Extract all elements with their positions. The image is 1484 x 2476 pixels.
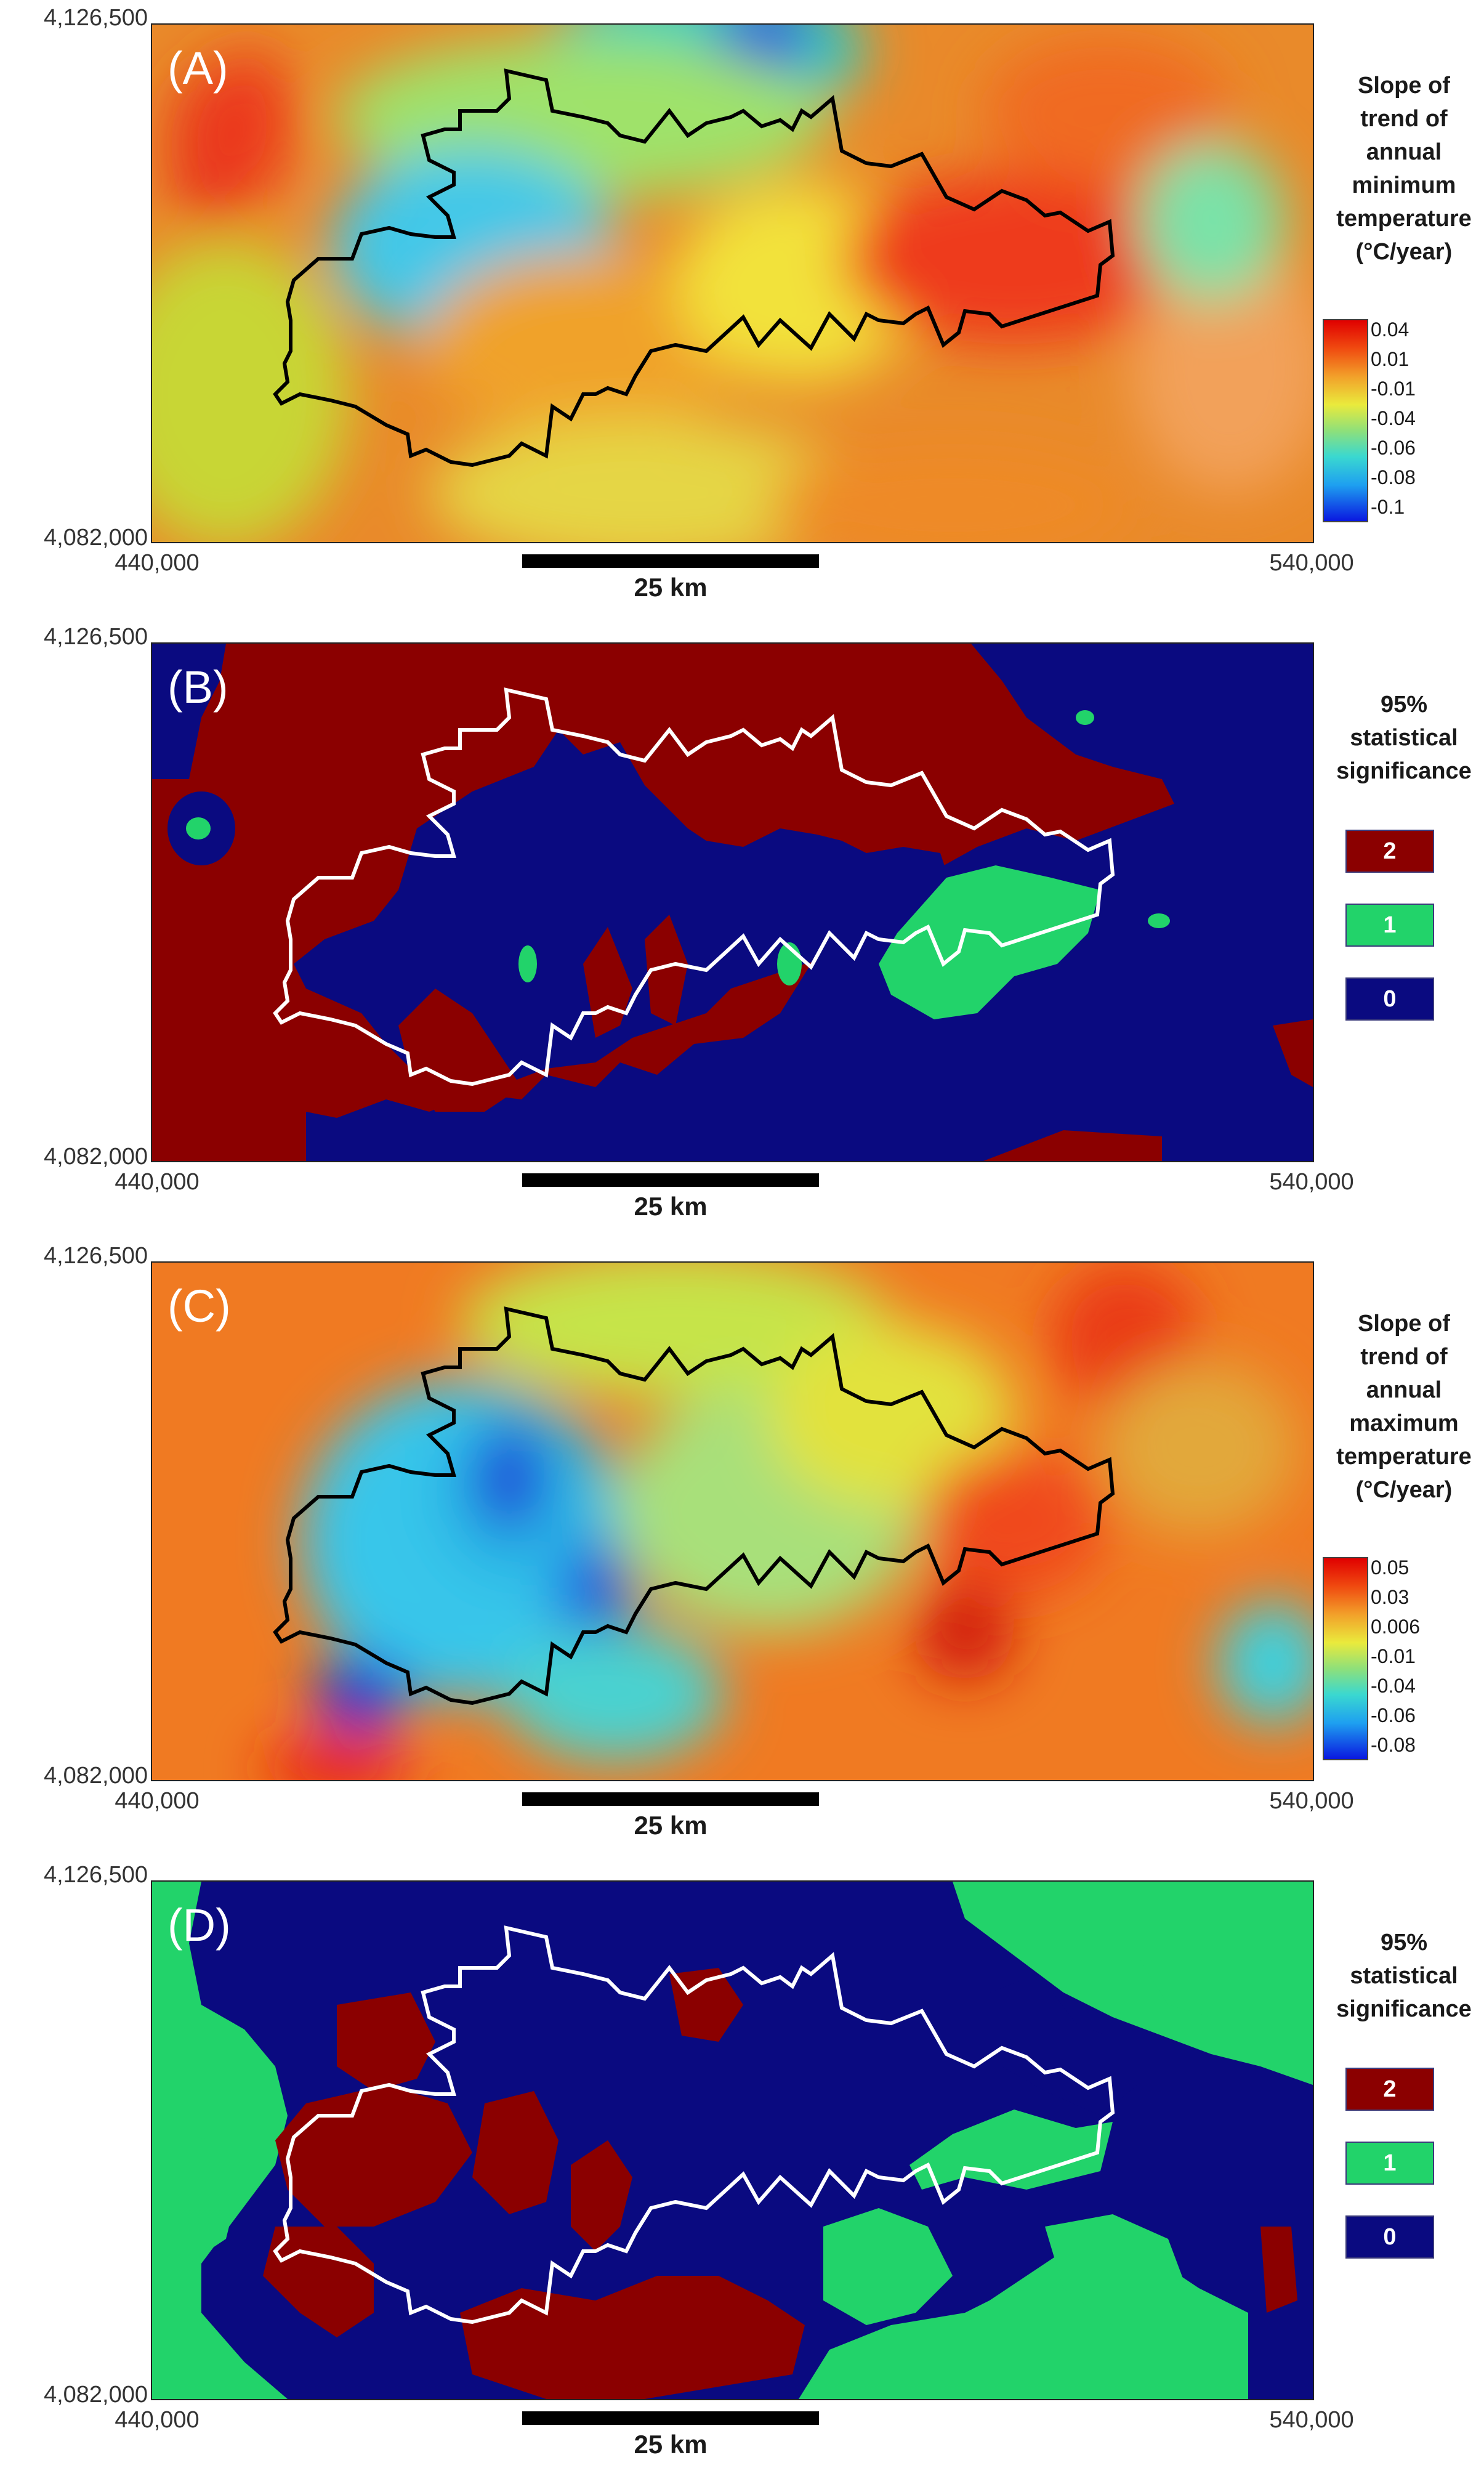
legend-title-line: annual xyxy=(1366,139,1442,165)
x-axis-right-label: 540,000 xyxy=(1269,550,1354,576)
colorbar-tick: -0.04 xyxy=(1371,1675,1416,1697)
colorbar-a xyxy=(1323,319,1368,522)
colorbar-tick: -0.06 xyxy=(1371,437,1416,459)
y-axis-top-label: 4,126,500 xyxy=(43,1243,148,1269)
legend-title-d: 95% statistical significance xyxy=(1327,1926,1481,2026)
scale-bar xyxy=(522,1173,819,1187)
legend-class-1: 1 xyxy=(1345,2142,1434,2185)
x-axis-right-label: 540,000 xyxy=(1269,2407,1354,2433)
study-area-boundary xyxy=(273,1925,1115,2324)
study-area-boundary xyxy=(273,1306,1115,1705)
panel-label-b: (B) xyxy=(167,661,228,713)
scale-bar-label: 25 km xyxy=(634,1811,708,1840)
colorbar-tick: -0.08 xyxy=(1371,466,1416,488)
panel-label-a: (A) xyxy=(167,42,228,94)
scale-bar-label: 25 km xyxy=(634,1192,708,1221)
legend-title-line: (°C/year) xyxy=(1355,239,1453,265)
scale-bar-label: 25 km xyxy=(634,573,708,602)
colorbar-tick: -0.01 xyxy=(1371,378,1416,400)
panel-d: (D) 4,126,500 4,082,000 440,000 540,000 … xyxy=(0,1857,1484,2473)
legend-title-line: (°C/year) xyxy=(1355,1477,1453,1503)
legend-title-line: temperature xyxy=(1336,1444,1472,1470)
map-a: (A) xyxy=(151,23,1314,543)
study-area-boundary xyxy=(273,68,1115,467)
y-axis-bottom-label: 4,082,000 xyxy=(43,1144,148,1170)
legend-title-line: statistical xyxy=(1350,1963,1458,1989)
y-axis-top-label: 4,126,500 xyxy=(43,5,148,31)
colorbar-tick: -0.06 xyxy=(1371,1704,1416,1726)
legend-class-1: 1 xyxy=(1345,904,1434,947)
map-c: (C) xyxy=(151,1261,1314,1781)
x-axis-left-label: 440,000 xyxy=(115,2407,200,2433)
y-axis-top-label: 4,126,500 xyxy=(43,624,148,650)
x-axis-left-label: 440,000 xyxy=(115,1169,200,1195)
map-c-raster xyxy=(152,1263,1313,1780)
legend-title-c: Slope of trend of annual maximum tempera… xyxy=(1324,1307,1484,1507)
colorbar-tick: 0.006 xyxy=(1371,1616,1421,1638)
legend-title-line: significance xyxy=(1336,758,1472,784)
map-b: (B) xyxy=(151,642,1314,1162)
scale-bar xyxy=(522,1792,819,1806)
legend-class-2: 2 xyxy=(1345,2068,1434,2111)
colorbar-tick: -0.1 xyxy=(1371,496,1405,518)
legend-title-line: statistical xyxy=(1350,725,1458,751)
x-axis-right-label: 540,000 xyxy=(1269,1169,1354,1195)
legend-title-line: 95% xyxy=(1380,692,1428,718)
legend-title-line: Slope of xyxy=(1358,73,1450,99)
legend-title-line: 95% xyxy=(1380,1930,1428,1956)
colorbar-tick: 0.04 xyxy=(1371,318,1409,341)
legend-class-0: 0 xyxy=(1345,977,1434,1021)
y-axis-bottom-label: 4,082,000 xyxy=(43,1763,148,1789)
colorbar-tick: 0.03 xyxy=(1371,1586,1409,1608)
study-area-boundary xyxy=(273,687,1115,1086)
legend-title-a: Slope of trend of annual minimum tempera… xyxy=(1324,69,1484,269)
legend-title-line: minimum xyxy=(1352,172,1456,198)
panel-label-d: (D) xyxy=(167,1899,231,1951)
x-axis-right-label: 540,000 xyxy=(1269,1788,1354,1814)
map-d: (D) xyxy=(151,1880,1314,2400)
map-d-raster xyxy=(152,1882,1313,2399)
y-axis-bottom-label: 4,082,000 xyxy=(43,2382,148,2408)
colorbar-c xyxy=(1323,1557,1368,1760)
y-axis-top-label: 4,126,500 xyxy=(43,1862,148,1888)
map-a-raster xyxy=(152,25,1313,542)
legend-title-line: significance xyxy=(1336,1996,1472,2022)
legend-title-line: trend of xyxy=(1360,106,1448,132)
legend-title-line: Slope of xyxy=(1358,1311,1450,1337)
panel-a: (A) 4,126,500 4,082,000 440,000 540,000 … xyxy=(0,0,1484,616)
panel-b: (B) 4,126,500 4,082,000 440,000 540,000 … xyxy=(0,619,1484,1235)
scale-bar xyxy=(522,2411,819,2425)
colorbar-tick: 0.05 xyxy=(1371,1556,1409,1579)
legend-class-0: 0 xyxy=(1345,2215,1434,2259)
y-axis-bottom-label: 4,082,000 xyxy=(43,525,148,551)
colorbar-tick: 0.01 xyxy=(1371,348,1409,370)
x-axis-left-label: 440,000 xyxy=(115,1788,200,1814)
legend-class-2: 2 xyxy=(1345,830,1434,873)
panel-c: (C) 4,126,500 4,082,000 440,000 540,000 … xyxy=(0,1238,1484,1854)
legend-title-line: annual xyxy=(1366,1377,1442,1403)
legend-title-line: trend of xyxy=(1360,1344,1448,1370)
legend-title-b: 95% statistical significance xyxy=(1327,688,1481,788)
scale-bar-label: 25 km xyxy=(634,2430,708,2459)
scale-bar xyxy=(522,554,819,568)
legend-title-line: maximum xyxy=(1349,1410,1459,1436)
colorbar-tick: -0.01 xyxy=(1371,1645,1416,1667)
colorbar-tick: -0.04 xyxy=(1371,407,1416,429)
colorbar-tick: -0.08 xyxy=(1371,1734,1416,1756)
legend-title-line: temperature xyxy=(1336,206,1472,232)
panel-label-c: (C) xyxy=(167,1280,231,1332)
map-b-raster xyxy=(152,644,1313,1161)
x-axis-left-label: 440,000 xyxy=(115,550,200,576)
